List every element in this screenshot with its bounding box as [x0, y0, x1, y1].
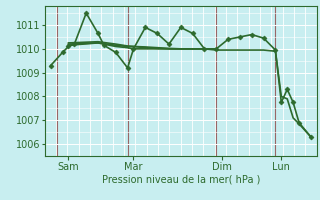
X-axis label: Pression niveau de la mer( hPa ): Pression niveau de la mer( hPa ) [102, 174, 260, 184]
